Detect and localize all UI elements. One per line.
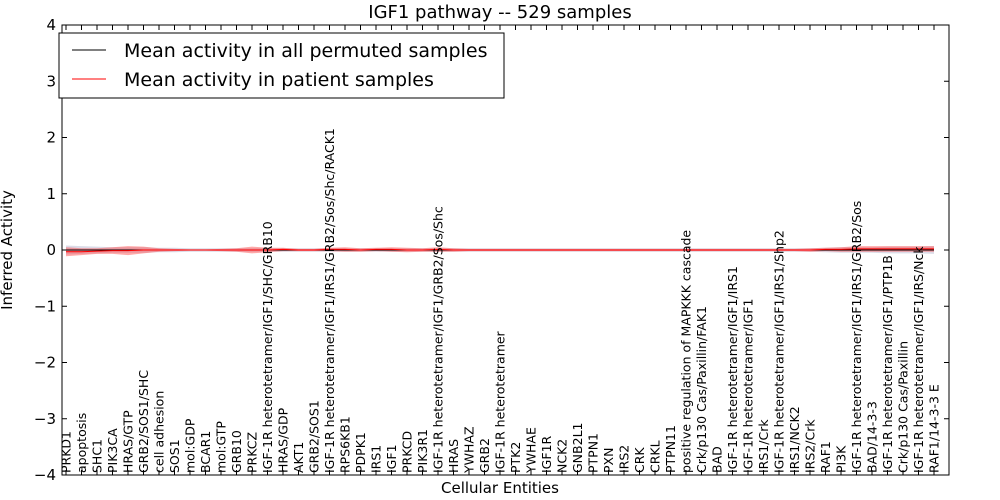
x-tick-label: CRKL [648, 440, 663, 473]
x-tick-label: Crk/p130 Cas/Paxillin/FAK1 [694, 306, 709, 473]
x-tick-label: IGF-1R heterotetramer/IGF1/IRS1/Shp2 [772, 230, 787, 473]
chart-title: IGF1 pathway -- 529 samples [368, 2, 631, 23]
x-tick-label: CRK [632, 447, 647, 473]
x-tick-label: IGF-1R heterotetramer/IGF1/SHC/GRB10 [260, 221, 275, 473]
x-tick-label: IGF-1R heterotetramer/IGF1/PTP1B [880, 255, 895, 473]
y-axis-label: Inferred Activity [0, 190, 16, 310]
x-tick-label: IGF-1R heterotetramer [493, 330, 508, 473]
x-tick-label: HRAS/GTP [121, 410, 136, 473]
x-tick-label: PRKD1 [59, 431, 74, 473]
x-tick-label: RAF1 [818, 441, 833, 473]
legend-entry: Mean activity in patient samples [124, 69, 434, 91]
x-tick-label: PTK2 [508, 442, 523, 473]
x-tick-label: BAD/14-3-3 [865, 401, 880, 473]
x-tick-label: GRB2/SOS1/SHC [136, 370, 151, 473]
x-tick-label: YWHAZ [462, 426, 477, 474]
x-tick-label: IGF-1R heterotetramer/IGF1/IRS1 [725, 266, 740, 473]
x-tick-label: IGF-1R heterotetramer/IGF1/IRS/Nck [911, 246, 926, 473]
y-tick-label: −1 [34, 297, 56, 315]
x-tick-label: mol:GTP [214, 421, 229, 473]
x-tick-label: RAF1/14-3-3 E [927, 384, 942, 473]
x-tick-label: IGF1R [539, 435, 554, 473]
y-tick-label: 1 [46, 185, 56, 203]
y-axis-ticks: −4 −3 −2 −1 0 1 2 3 4 [34, 16, 949, 484]
x-tick-label: NCK2 [555, 439, 570, 473]
y-tick-label: −4 [34, 466, 56, 484]
y-tick-label: 2 [46, 129, 56, 147]
x-tick-label: IRS1 [369, 445, 384, 473]
x-axis-ticks: PRKD1 apoptosis SHC1 PIK3CA HRAS/GTP GRB2/SOS… [59, 25, 942, 475]
x-tick-label: GRB2/SOS1 [307, 400, 322, 473]
y-tick-label: −3 [34, 410, 56, 428]
x-tick-label: PDPK1 [353, 432, 368, 473]
x-tick-label: AKT1 [291, 442, 306, 473]
x-tick-label: IGF-1R heterotetramer/IGF1 [741, 299, 756, 473]
x-tick-label: GRB10 [229, 430, 244, 473]
x-tick-label: PIK3CA [105, 428, 120, 473]
x-tick-label: RPS6KB1 [338, 416, 353, 473]
x-tick-label: apoptosis [74, 413, 89, 473]
x-tick-label: IGF-1R heterotetramer/IGF1/GRB2/Sos/Shc [431, 206, 446, 473]
x-tick-label: SHC1 [90, 439, 105, 473]
x-tick-label: PTPN11 [663, 425, 678, 473]
x-tick-label: HRAS/GDP [276, 407, 291, 473]
x-tick-label: IRS1/NCK2 [787, 406, 802, 473]
y-tick-label: 3 [46, 72, 56, 90]
x-tick-label: PI3K [834, 445, 849, 473]
x-tick-label: BCAR1 [198, 431, 213, 473]
plot-frame [61, 24, 950, 476]
confidence-bands [66, 245, 934, 257]
series-2-line [66, 248, 934, 253]
x-tick-label: IGF1 [384, 444, 399, 473]
x-axis-label: Cellular Entities [441, 479, 559, 497]
x-tick-label: IRS1/Crk [756, 419, 771, 473]
x-tick-label: PRKCZ [245, 432, 260, 473]
x-tick-label: SOS1 [167, 439, 182, 473]
x-tick-label: PIK3R1 [415, 429, 430, 473]
y-tick-label: 0 [46, 241, 56, 259]
x-tick-label: IGF-1R heterotetramer/IGF1/IRS1/GRB2/Sos… [322, 128, 337, 473]
x-tick-label: IRS2/Crk [803, 419, 818, 473]
x-tick-label: IRS2 [617, 445, 632, 473]
legend-entry: Mean activity in all permuted samples [124, 40, 487, 62]
x-tick-label: cell adhesion [152, 391, 167, 473]
y-tick-label: 4 [46, 16, 56, 34]
x-tick-label: BAD [710, 446, 725, 473]
x-tick-label: Crk/p130 Cas/Paxillin [896, 341, 911, 473]
y-tick-label: −2 [34, 354, 56, 372]
x-tick-label: IGF-1R heterotetramer/IGF1/IRS1/GRB2/Sos [849, 201, 864, 473]
x-tick-label: mol:GDP [183, 418, 198, 473]
x-tick-label: GRB2 [477, 438, 492, 473]
x-tick-label: PRKCD [400, 431, 415, 473]
series-2-band [66, 246, 934, 257]
x-tick-label: YWHAE [524, 427, 539, 474]
series-lines [66, 248, 934, 253]
x-tick-label: PXN [601, 448, 616, 473]
x-tick-label: PTPN1 [586, 433, 601, 473]
x-tick-label: positive regulation of MAPKKK cascade [679, 230, 694, 473]
legend: Mean activity in all permuted samples Mea… [58, 32, 505, 99]
x-tick-label: GNB2L1 [570, 423, 585, 473]
legend-box [58, 32, 505, 99]
x-tick-label: HRAS [446, 439, 461, 473]
